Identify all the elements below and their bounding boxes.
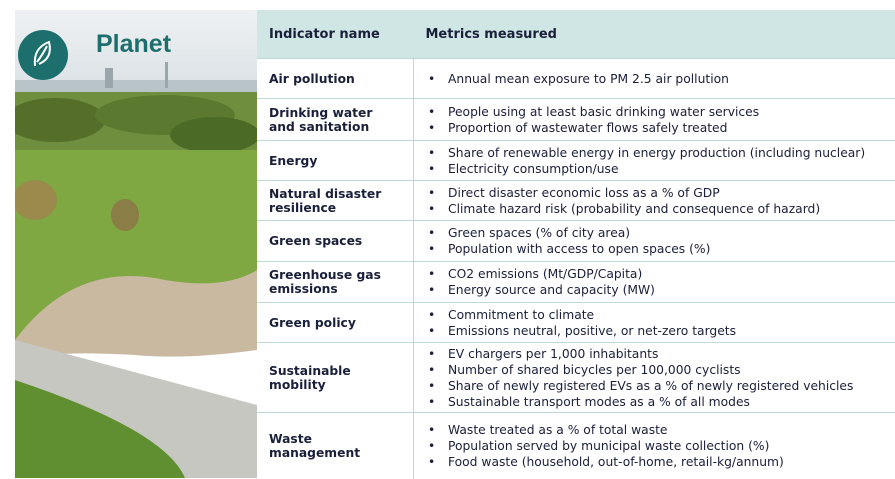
header-row: Indicator name Metrics measured (257, 10, 895, 59)
metrics-list: Commitment to climateEmissions neutral, … (426, 307, 883, 339)
metrics-cell: Waste treated as a % of total wastePopul… (414, 413, 895, 479)
indicator-name: Green policy (257, 303, 414, 343)
table-row: Energy Share of renewable energy in energ… (257, 141, 895, 181)
indicator-name: Greenhouse gas emissions (257, 262, 414, 303)
metric-item: Share of renewable energy in energy prod… (426, 145, 883, 161)
table-row: Sustainable mobilityEV chargers per 1,00… (257, 343, 895, 413)
table-row: Drinking water and sanitation People usin… (257, 99, 895, 141)
indicator-name: Air pollution (257, 59, 414, 99)
metrics-cell: Green spaces (% of city area)Population … (414, 221, 895, 262)
table-row: Green policy Commitment to climateEmissio… (257, 303, 895, 343)
table-row: Green spaces Green spaces (% of city area… (257, 221, 895, 262)
metric-item: Waste treated as a % of total waste (426, 422, 883, 438)
metrics-list: People using at least basic drinking wat… (426, 104, 883, 136)
column-header: Metrics measured (414, 10, 895, 59)
table-row: Air pollution Annual mean exposure to PM … (257, 59, 895, 99)
metrics-list: Direct disaster economic loss as a % of … (426, 185, 883, 217)
metrics-cell: CO2 emissions (Mt/GDP/Capita)Energy sour… (414, 262, 895, 303)
table-body: Air pollution Annual mean exposure to PM … (257, 59, 895, 479)
metric-item: Commitment to climate (426, 307, 883, 323)
metric-item: Climate hazard risk (probability and con… (426, 201, 883, 217)
column-header: Indicator name (257, 10, 414, 59)
table-row: Natural disaster resilience Direct disast… (257, 181, 895, 221)
metric-item: Number of shared bicycles per 100,000 cy… (426, 362, 883, 378)
metric-item: Green spaces (% of city area) (426, 225, 883, 241)
indicator-name: Energy (257, 141, 414, 181)
metric-item: EV chargers per 1,000 inhabitants (426, 346, 883, 362)
table-row: Greenhouse gas emissions CO2 emissions (M… (257, 262, 895, 303)
indicator-table: Indicator name Metrics measured Air poll… (257, 10, 895, 479)
metric-item: Electricity consumption/use (426, 161, 883, 177)
metric-item: Food waste (household, out-of-home, reta… (426, 454, 883, 470)
metrics-cell: Annual mean exposure to PM 2.5 air pollu… (414, 59, 895, 99)
metric-item: Emissions neutral, positive, or net-zero… (426, 323, 883, 339)
metric-item: Proportion of wastewater flows safely tr… (426, 120, 883, 136)
metric-item: People using at least basic drinking wat… (426, 104, 883, 120)
metric-item: Direct disaster economic loss as a % of … (426, 185, 883, 201)
logo-title: Planet (96, 30, 171, 59)
metrics-list: Annual mean exposure to PM 2.5 air pollu… (426, 71, 883, 87)
metric-item: Annual mean exposure to PM 2.5 air pollu… (426, 71, 883, 87)
metric-item: Population served by municipal waste col… (426, 438, 883, 454)
metrics-list: CO2 emissions (Mt/GDP/Capita)Energy sour… (426, 266, 883, 298)
metrics-cell: Direct disaster economic loss as a % of … (414, 181, 895, 221)
table-row: Waste managementWaste treated as a % of … (257, 413, 895, 479)
metrics-cell: Commitment to climateEmissions neutral, … (414, 303, 895, 343)
metric-item: CO2 emissions (Mt/GDP/Capita) (426, 266, 883, 282)
park-photo (15, 10, 257, 478)
indicator-name: Natural disaster resilience (257, 181, 414, 221)
metric-item: Population with access to open spaces (%… (426, 241, 883, 257)
metric-item: Share of newly registered EVs as a % of … (426, 378, 883, 394)
metrics-cell: EV chargers per 1,000 inhabitantsNumber … (414, 343, 895, 413)
metrics-list: EV chargers per 1,000 inhabitantsNumber … (426, 346, 883, 410)
metrics-list: Green spaces (% of city area)Population … (426, 225, 883, 257)
metrics-cell: People using at least basic drinking wat… (414, 99, 895, 141)
metric-item: Energy source and capacity (MW) (426, 282, 883, 298)
metrics-cell: Share of renewable energy in energy prod… (414, 141, 895, 181)
indicator-name: Sustainable mobility (257, 343, 414, 413)
indicator-name: Waste management (257, 413, 414, 479)
indicator-name: Green spaces (257, 221, 414, 262)
metrics-list: Waste treated as a % of total wastePopul… (426, 422, 883, 470)
metrics-list: Share of renewable energy in energy prod… (426, 145, 883, 177)
metric-item: Sustainable transport modes as a % of al… (426, 394, 883, 410)
indicator-name: Drinking water and sanitation (257, 99, 414, 141)
